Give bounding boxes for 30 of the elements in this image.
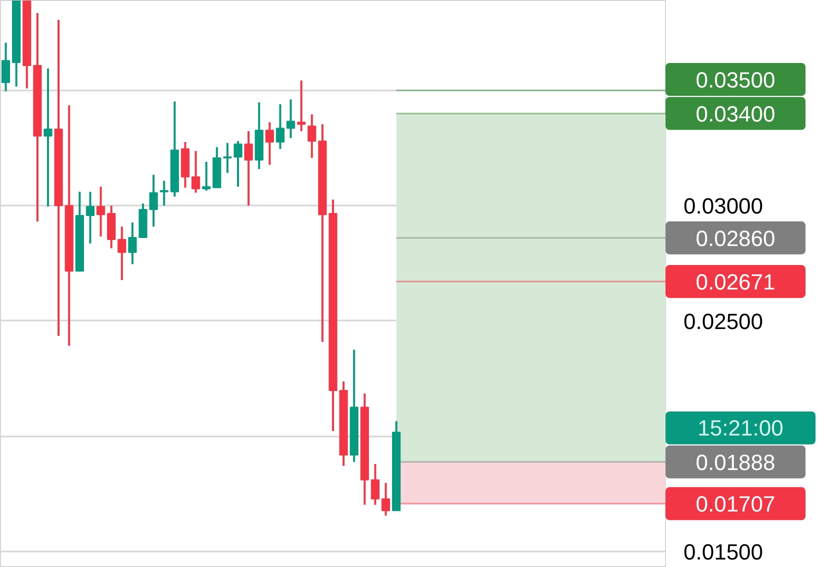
candlestick <box>265 121 274 166</box>
candlestick <box>244 130 253 207</box>
candlestick <box>223 142 232 174</box>
candlestick <box>286 98 296 140</box>
candlestick <box>128 221 137 266</box>
ref-line-label: 0.01707 <box>696 492 776 517</box>
text: 15:21:00 <box>698 415 784 440</box>
candlestick <box>370 463 380 506</box>
ref-line-label: 0.03400 <box>696 101 776 126</box>
y-tick-label: 0.02500 <box>684 308 764 334</box>
y-tick-label: 0.03000 <box>684 194 764 219</box>
candlestick <box>308 113 316 159</box>
candlestick <box>191 150 200 194</box>
candlestick <box>44 67 52 208</box>
candlestick <box>234 140 242 188</box>
ref-line-label: 0.01888 <box>696 450 776 475</box>
ref-line-label: 0.03500 <box>696 67 776 92</box>
candlestick <box>86 190 95 244</box>
candlestick <box>160 180 168 207</box>
y-tick-label: 0.01500 <box>684 539 764 564</box>
candlestick <box>276 103 285 150</box>
ref-line-label: 0.02860 <box>696 226 776 251</box>
candlestick <box>381 482 390 517</box>
candlestick <box>96 186 106 238</box>
candlestick <box>297 79 306 132</box>
candlestick <box>149 174 158 228</box>
candlestick <box>202 160 211 192</box>
candlestick <box>118 226 126 282</box>
candlestick <box>1 42 10 92</box>
ref-line-label: 0.02671 <box>696 269 776 294</box>
